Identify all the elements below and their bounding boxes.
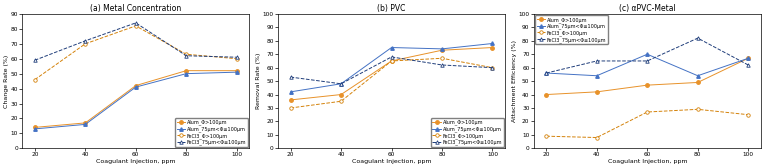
Title: (b) PVC: (b) PVC bbox=[377, 4, 405, 13]
Line: Alum_75μm<Φ≤100μm: Alum_75μm<Φ≤100μm bbox=[545, 53, 750, 77]
Line: FeCl3_75μm<Φ≤100μm: FeCl3_75μm<Φ≤100μm bbox=[545, 36, 750, 75]
FeCl3_Φ>100μm bbox=[744, 114, 753, 116]
FeCl3_75μm<Φ≤100μm bbox=[693, 37, 702, 39]
Line: FeCl3_Φ>100μm: FeCl3_Φ>100μm bbox=[289, 57, 494, 110]
FeCl3_Φ>100μm bbox=[592, 137, 601, 139]
Alum_Φ>100μm bbox=[744, 57, 753, 59]
FeCl3_75μm<Φ≤100μm bbox=[81, 40, 90, 42]
FeCl3_75μm<Φ≤100μm bbox=[181, 55, 190, 57]
Alum_75μm<Φ≤100μm bbox=[286, 91, 295, 93]
Alum_Φ>100μm bbox=[542, 94, 551, 96]
X-axis label: Coagulant Injection, ppm: Coagulant Injection, ppm bbox=[352, 159, 431, 164]
Y-axis label: Removal Rate (%): Removal Rate (%) bbox=[256, 53, 262, 109]
Alum_75μm<Φ≤100μm bbox=[337, 83, 346, 85]
Y-axis label: Attachment Efficiency (%): Attachment Efficiency (%) bbox=[512, 40, 517, 122]
Alum_Φ>100μm bbox=[337, 94, 346, 96]
Line: Alum_75μm<Φ≤100μm: Alum_75μm<Φ≤100μm bbox=[289, 42, 494, 94]
Title: (a) Metal Concentration: (a) Metal Concentration bbox=[90, 4, 181, 13]
FeCl3_75μm<Φ≤100μm bbox=[131, 22, 140, 24]
FeCl3_75μm<Φ≤100μm bbox=[643, 60, 652, 62]
Legend: Alum_Φ>100μm, Alum_75μm<Φ≤100μm, FeCl3_Φ>100μm, FeCl3_75μm<Φ≤100μm: Alum_Φ>100μm, Alum_75μm<Φ≤100μm, FeCl3_Φ… bbox=[431, 118, 503, 147]
Title: (c) αPVC-Metal: (c) αPVC-Metal bbox=[619, 4, 675, 13]
Alum_75μm<Φ≤100μm bbox=[232, 71, 241, 73]
FeCl3_75μm<Φ≤100μm bbox=[438, 64, 447, 66]
FeCl3_75μm<Φ≤100μm bbox=[337, 83, 346, 85]
Alum_75μm<Φ≤100μm bbox=[81, 123, 90, 125]
Line: Alum_Φ>100μm: Alum_Φ>100μm bbox=[545, 57, 750, 96]
FeCl3_75μm<Φ≤100μm bbox=[592, 60, 601, 62]
Alum_75μm<Φ≤100μm bbox=[488, 43, 497, 45]
FeCl3_75μm<Φ≤100μm bbox=[387, 56, 396, 58]
Line: Alum_75μm<Φ≤100μm: Alum_75μm<Φ≤100μm bbox=[33, 70, 239, 131]
Alum_Φ>100μm bbox=[693, 81, 702, 83]
X-axis label: Coagulant Injection, ppm: Coagulant Injection, ppm bbox=[96, 159, 175, 164]
Alum_Φ>100μm bbox=[643, 84, 652, 86]
Alum_Φ>100μm bbox=[81, 122, 90, 124]
FeCl3_Φ>100μm bbox=[131, 25, 140, 27]
FeCl3_Φ>100μm bbox=[181, 53, 190, 55]
FeCl3_Φ>100μm bbox=[438, 57, 447, 59]
Legend: Alum_Φ>100μm, Alum_75μm<Φ≤100μm, FeCl3_Φ>100μm, FeCl3_75μm<Φ≤100μm: Alum_Φ>100μm, Alum_75μm<Φ≤100μm, FeCl3_Φ… bbox=[175, 118, 248, 147]
Line: FeCl3_Φ>100μm: FeCl3_Φ>100μm bbox=[33, 24, 239, 81]
X-axis label: Coagulant Injection, ppm: Coagulant Injection, ppm bbox=[607, 159, 687, 164]
FeCl3_Φ>100μm bbox=[286, 107, 295, 109]
FeCl3_Φ>100μm bbox=[488, 67, 497, 69]
FeCl3_Φ>100μm bbox=[81, 43, 90, 45]
FeCl3_Φ>100μm bbox=[31, 79, 40, 81]
FeCl3_Φ>100μm bbox=[232, 58, 241, 60]
Alum_75μm<Φ≤100μm bbox=[744, 57, 753, 59]
FeCl3_75μm<Φ≤100μm bbox=[542, 72, 551, 74]
Alum_Φ>100μm bbox=[438, 49, 447, 51]
Alum_Φ>100μm bbox=[387, 60, 396, 62]
Legend: Alum_Φ>100μm, Alum_75μm<Φ≤100μm, FeCl3_Φ>100μm, FeCl3_75μm<Φ≤100μm: Alum_Φ>100μm, Alum_75μm<Φ≤100μm, FeCl3_Φ… bbox=[536, 15, 608, 44]
FeCl3_Φ>100μm bbox=[643, 111, 652, 113]
Alum_75μm<Φ≤100μm bbox=[31, 128, 40, 130]
FeCl3_75μm<Φ≤100μm bbox=[488, 67, 497, 69]
FeCl3_75μm<Φ≤100μm bbox=[744, 64, 753, 66]
Alum_Φ>100μm bbox=[286, 99, 295, 101]
FeCl3_Φ>100μm bbox=[387, 60, 396, 62]
Alum_75μm<Φ≤100μm bbox=[387, 47, 396, 49]
Alum_75μm<Φ≤100μm bbox=[181, 73, 190, 75]
Alum_Φ>100μm bbox=[181, 70, 190, 72]
FeCl3_75μm<Φ≤100μm bbox=[31, 59, 40, 61]
Line: FeCl3_75μm<Φ≤100μm: FeCl3_75μm<Φ≤100μm bbox=[289, 55, 494, 86]
Alum_Φ>100μm bbox=[592, 91, 601, 93]
FeCl3_Φ>100μm bbox=[337, 100, 346, 102]
Line: Alum_Φ>100μm: Alum_Φ>100μm bbox=[33, 69, 239, 129]
Alum_Φ>100μm bbox=[232, 70, 241, 72]
Line: Alum_Φ>100μm: Alum_Φ>100μm bbox=[289, 46, 494, 102]
Alum_75μm<Φ≤100μm bbox=[131, 86, 140, 88]
FeCl3_Φ>100μm bbox=[693, 108, 702, 110]
FeCl3_75μm<Φ≤100μm bbox=[286, 76, 295, 78]
Line: FeCl3_75μm<Φ≤100μm: FeCl3_75μm<Φ≤100μm bbox=[33, 21, 239, 62]
Alum_Φ>100μm bbox=[31, 126, 40, 128]
Alum_75μm<Φ≤100μm bbox=[542, 72, 551, 74]
FeCl3_Φ>100μm bbox=[542, 135, 551, 137]
Alum_Φ>100μm bbox=[131, 85, 140, 87]
Alum_Φ>100μm bbox=[488, 47, 497, 49]
Alum_75μm<Φ≤100μm bbox=[693, 75, 702, 77]
Line: FeCl3_Φ>100μm: FeCl3_Φ>100μm bbox=[545, 108, 750, 139]
Y-axis label: Change Rate (%): Change Rate (%) bbox=[4, 54, 9, 108]
Alum_75μm<Φ≤100μm bbox=[592, 75, 601, 77]
Alum_75μm<Φ≤100μm bbox=[643, 53, 652, 55]
FeCl3_75μm<Φ≤100μm bbox=[232, 56, 241, 58]
Alum_75μm<Φ≤100μm bbox=[438, 48, 447, 50]
